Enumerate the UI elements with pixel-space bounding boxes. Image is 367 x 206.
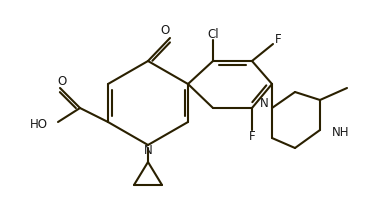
Text: NH: NH — [332, 125, 349, 138]
Text: F: F — [249, 130, 255, 144]
Text: Cl: Cl — [207, 27, 219, 41]
Text: N: N — [143, 144, 152, 158]
Text: O: O — [57, 75, 67, 88]
Text: HO: HO — [30, 118, 48, 131]
Text: O: O — [160, 23, 170, 36]
Text: N: N — [259, 96, 268, 110]
Text: F: F — [275, 33, 281, 46]
